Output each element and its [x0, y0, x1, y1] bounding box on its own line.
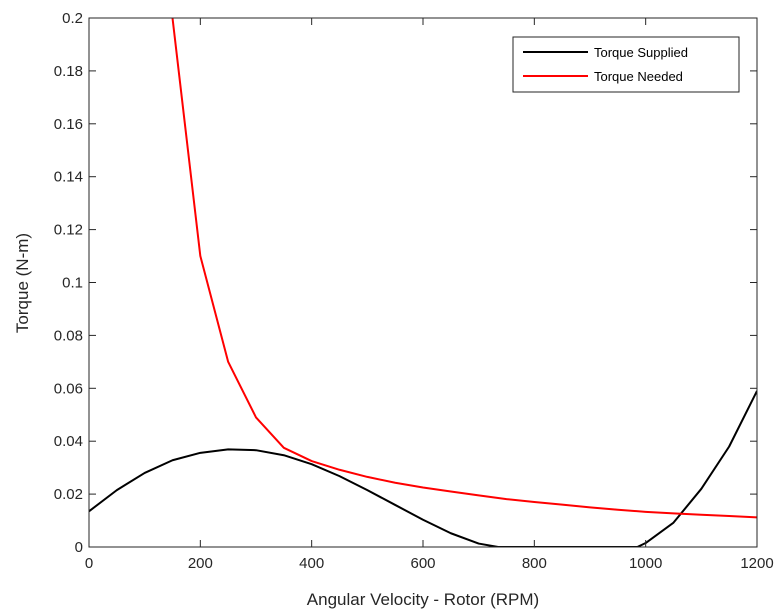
plot-background	[89, 18, 757, 547]
y-tick-label: 0.08	[54, 327, 83, 344]
y-tick-label: 0.1	[62, 275, 83, 292]
y-tick-label: 0.16	[54, 116, 83, 133]
x-tick-label: 400	[299, 555, 324, 572]
legend-label: Torque Supplied	[594, 45, 688, 60]
x-tick-label: 1000	[629, 555, 662, 572]
x-axis-label: Angular Velocity - Rotor (RPM)	[307, 590, 539, 609]
y-tick-label: 0.04	[54, 433, 83, 450]
series-line-torque-supplied	[89, 390, 757, 547]
series-line-torque-needed	[171, 18, 757, 519]
y-tick-label: 0.12	[54, 222, 83, 239]
y-tick-label: 0.06	[54, 380, 83, 397]
legend-label: Torque Needed	[594, 69, 683, 84]
y-tick-label: 0.02	[54, 486, 83, 503]
x-tick-label: 200	[188, 555, 213, 572]
y-tick-label: 0.2	[62, 10, 83, 27]
y-axis-label: Torque (N-m)	[13, 233, 32, 333]
legend-box	[512, 36, 740, 93]
legend: Torque Supplied Torque Needed	[512, 36, 740, 93]
y-tick-label: 0.14	[54, 169, 83, 186]
y-tick-label: 0	[75, 539, 83, 556]
x-tick-label: 600	[410, 555, 435, 572]
axes-layer: 0 200 400 600 800 1000 1200 0 0.02 0.04 0.06 0.08 0.…	[54, 10, 774, 572]
x-tick-label: 800	[522, 555, 547, 572]
y-tick-label: 0.18	[54, 63, 83, 80]
x-tick-label: 1200	[740, 555, 773, 572]
x-tick-label: 0	[85, 555, 93, 572]
series-layer	[89, 18, 757, 547]
